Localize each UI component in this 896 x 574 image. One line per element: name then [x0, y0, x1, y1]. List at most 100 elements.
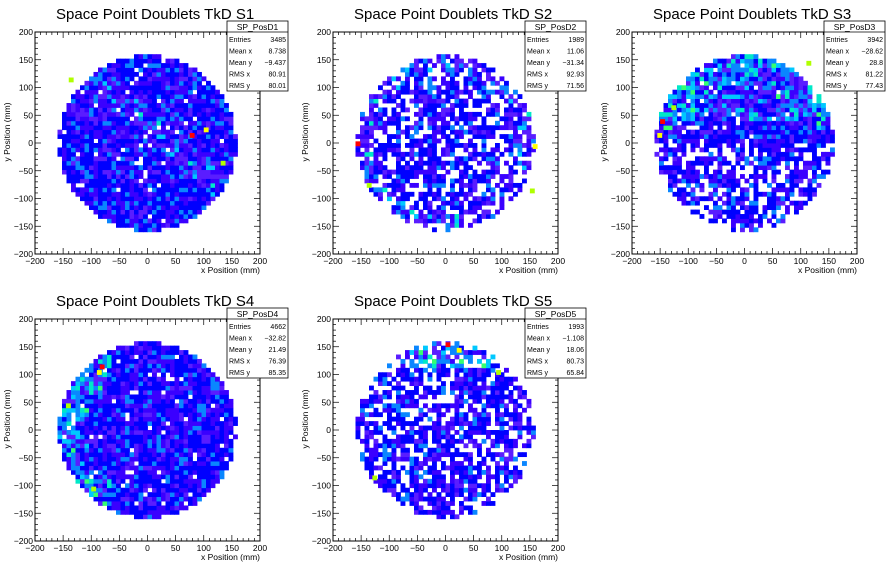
- heatmap-cell: [690, 196, 696, 202]
- heatmap-cell: [423, 107, 428, 113]
- heatmap-cell: [785, 107, 790, 113]
- heatmap-cell: [161, 174, 166, 179]
- heatmap-cell: [704, 71, 709, 77]
- heatmap-cell: [499, 125, 505, 131]
- heatmap-cell: [224, 461, 229, 466]
- heatmap-cell: [143, 505, 148, 511]
- heatmap-cell: [219, 125, 225, 131]
- heatmap-cell: [807, 116, 813, 122]
- heatmap-cell: [138, 381, 144, 386]
- heatmap-cell: [364, 138, 370, 144]
- heatmap-cell: [753, 178, 759, 184]
- heatmap-cell: [731, 129, 736, 135]
- heatmap-cell: [102, 430, 108, 435]
- heatmap-cell: [116, 461, 121, 466]
- heatmap-cell: [75, 147, 81, 153]
- heatmap-cell: [174, 447, 180, 453]
- heatmap-cell: [192, 469, 198, 475]
- heatmap-cell: [206, 107, 211, 113]
- heatmap-cell: [147, 147, 153, 153]
- heatmap-cell: [102, 71, 108, 77]
- heatmap-cell: [152, 129, 157, 135]
- heatmap-cell: [373, 178, 379, 184]
- heatmap-cell: [663, 156, 669, 162]
- heatmap-cell: [179, 138, 184, 144]
- heatmap-cell: [749, 94, 754, 99]
- heatmap-cell: [183, 430, 189, 435]
- heatmap-cell: [432, 103, 437, 108]
- heatmap-cell: [210, 421, 216, 426]
- x-tick-label: 200: [850, 256, 864, 266]
- heatmap-cell: [490, 103, 496, 108]
- heatmap-cell: [111, 103, 117, 108]
- heatmap-cell: [192, 143, 198, 148]
- heatmap-cell: [197, 169, 202, 175]
- heatmap-cell: [704, 134, 709, 139]
- heatmap-cell: [364, 465, 370, 471]
- heatmap-cell: [201, 107, 207, 113]
- heatmap-cell: [80, 120, 85, 126]
- heatmap-cell: [713, 200, 718, 206]
- heatmap-cell: [468, 174, 473, 179]
- heatmap-cell: [125, 367, 130, 373]
- heatmap-cell: [188, 447, 193, 453]
- y-tick-label: −200: [14, 249, 33, 259]
- heatmap-cell: [197, 103, 202, 108]
- heatmap-cell: [152, 350, 157, 355]
- heatmap-cell: [206, 98, 211, 104]
- heatmap-cell: [161, 80, 166, 86]
- heatmap-cell: [143, 116, 148, 122]
- heatmap-cell: [152, 341, 157, 347]
- heatmap-cell: [450, 143, 455, 148]
- heatmap-cell: [170, 434, 175, 440]
- heatmap-cell: [490, 76, 496, 82]
- heatmap-cell: [129, 461, 135, 466]
- heatmap-cell: [80, 187, 85, 193]
- heatmap-cell: [753, 67, 759, 73]
- heatmap-cell: [93, 407, 99, 413]
- heatmap-cell: [66, 160, 72, 166]
- heatmap-cell: [102, 447, 108, 453]
- heatmap-cell: [391, 209, 397, 215]
- heatmap-cell: [179, 89, 184, 95]
- stats-label: RMS y: [527, 83, 549, 90]
- heatmap-cell: [62, 407, 67, 413]
- heatmap-cell: [798, 125, 804, 131]
- heatmap-cell: [219, 147, 225, 153]
- heatmap-cell: [794, 178, 799, 184]
- heatmap-cell: [441, 116, 446, 122]
- heatmap-cell: [490, 200, 496, 206]
- heatmap-cell: [224, 143, 229, 148]
- heatmap-cell: [210, 452, 216, 458]
- heatmap-cell: [794, 80, 799, 86]
- chart-title: Space Point Doublets TkD S1: [56, 6, 254, 23]
- heatmap-cell: [360, 160, 365, 166]
- heatmap-cell: [400, 182, 406, 188]
- heatmap-cell: [490, 160, 496, 166]
- heatmap-cell: [717, 205, 723, 210]
- heatmap-cell: [405, 129, 410, 135]
- heatmap-cell: [111, 358, 117, 364]
- heatmap-cell: [206, 430, 211, 435]
- heatmap-cell: [156, 147, 162, 153]
- heatmap-cell: [206, 376, 211, 382]
- heatmap-cell: [504, 107, 509, 113]
- heatmap-cell: [699, 111, 705, 117]
- heatmap-cell: [75, 174, 81, 179]
- heatmap-cell: [201, 376, 207, 382]
- heatmap-cell: [798, 134, 804, 139]
- heatmap-cell: [107, 71, 112, 77]
- heatmap-cell: [228, 438, 234, 444]
- heatmap-cell: [138, 98, 144, 104]
- heatmap-cell: [825, 120, 831, 126]
- heatmap-cell: [197, 367, 202, 373]
- heatmap-cell: [143, 443, 148, 449]
- heatmap-cell: [740, 107, 745, 113]
- heatmap-cell: [89, 125, 94, 131]
- heatmap-cell: [161, 416, 166, 422]
- heatmap-cell: [228, 151, 234, 157]
- heatmap-cell: [463, 80, 469, 86]
- heatmap-cell: [731, 58, 736, 64]
- heatmap-cell: [427, 143, 433, 148]
- heatmap-cell: [111, 372, 117, 378]
